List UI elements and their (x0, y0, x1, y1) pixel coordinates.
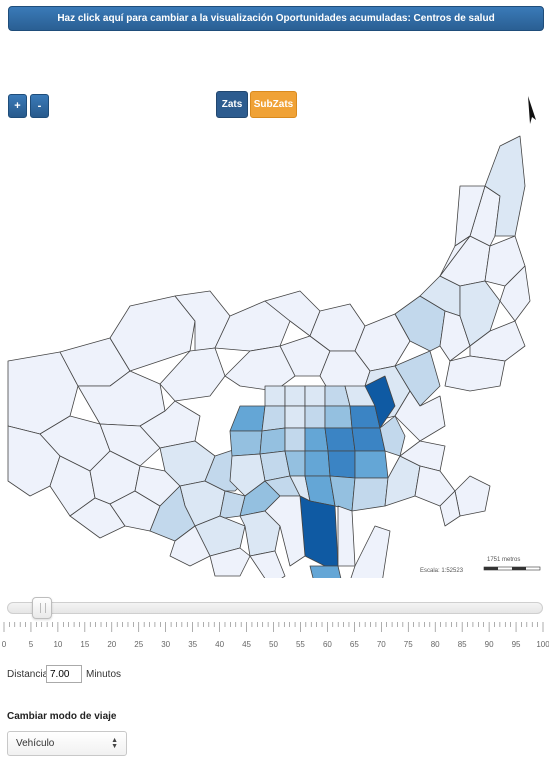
distance-input[interactable] (46, 665, 82, 683)
select-arrows-icon: ▲ ▼ (111, 736, 118, 750)
slider-tick-label: 20 (107, 640, 116, 649)
zats-layer-button[interactable]: Zats (216, 91, 248, 118)
distance-slider-handle[interactable] (31, 597, 52, 619)
map-region[interactable] (324, 405, 353, 429)
zoom-in-button[interactable]: + (8, 94, 27, 118)
slider-tick-label: 95 (512, 640, 521, 649)
slider-ticks: 0 5 10 15 20 25 30 35 40 45 50 55 60 65 70 75 80 85 90 95 10… (2, 622, 549, 649)
slider-tick-label: 50 (269, 640, 278, 649)
map-region[interactable] (499, 265, 531, 322)
map-region[interactable] (324, 427, 356, 452)
travel-mode-select[interactable]: Vehículo ▲ ▼ (7, 731, 127, 756)
map-region[interactable] (299, 495, 339, 567)
north-arrow-icon (528, 96, 536, 124)
slider-tick-label: 0 (2, 640, 7, 649)
toggle-visualization-button[interactable]: Haz click aquí para cambiar a la visuali… (8, 6, 544, 31)
map-region[interactable] (351, 427, 386, 452)
map-region[interactable] (249, 550, 286, 578)
map-region[interactable] (327, 450, 356, 479)
slider-tick-label: 65 (350, 640, 359, 649)
map-region[interactable] (264, 495, 306, 567)
map-region[interactable] (219, 490, 246, 519)
map-region[interactable] (354, 450, 389, 479)
travel-mode-label: Cambiar modo de viaje (7, 711, 117, 722)
map-region[interactable] (337, 505, 356, 567)
map-region[interactable] (439, 235, 471, 277)
map-region[interactable] (444, 355, 506, 392)
map-region[interactable] (229, 430, 263, 457)
slider-tick-label: 55 (296, 640, 305, 649)
map-region[interactable] (394, 350, 441, 407)
zoom-out-button[interactable]: - (30, 94, 49, 118)
choropleth-map[interactable] (0, 86, 549, 578)
travel-mode-value: Vehículo (16, 738, 55, 749)
map-region[interactable] (304, 385, 326, 407)
scale-label: 1751 metros (487, 557, 521, 563)
slider-tick-label: 75 (404, 640, 413, 649)
map-region[interactable] (264, 385, 286, 407)
map-region[interactable] (304, 405, 326, 429)
slider-tick-label: 60 (323, 640, 332, 649)
map-region[interactable] (169, 525, 211, 567)
slider-tick-label: 35 (188, 640, 197, 649)
scale-bar (483, 566, 541, 571)
map-region[interactable] (284, 385, 306, 407)
map-region[interactable] (484, 135, 526, 237)
map-region[interactable] (439, 490, 461, 527)
map-region[interactable] (259, 427, 286, 455)
slider-tick-label: 80 (431, 640, 440, 649)
map-region[interactable] (284, 427, 306, 452)
slider-tick-label: 10 (53, 640, 62, 649)
map-region[interactable] (399, 440, 446, 472)
map-region[interactable] (229, 405, 266, 432)
slider-tick-label: 100 (536, 640, 549, 649)
map-region[interactable] (304, 450, 331, 477)
subzats-layer-button[interactable]: SubZats (250, 91, 297, 118)
distance-slider-track[interactable] (7, 602, 543, 614)
slider-tick-label: 90 (485, 640, 494, 649)
map-region[interactable] (261, 405, 286, 432)
map-region[interactable] (284, 405, 306, 429)
map-region[interactable] (209, 547, 251, 577)
map-region[interactable] (351, 477, 389, 512)
distance-unit: Minutos (86, 669, 122, 680)
map-region[interactable] (99, 423, 161, 467)
scale-ratio: Escala: 1:52523 (420, 568, 464, 574)
slider-tick-label: 70 (377, 640, 386, 649)
slider-tick-label: 30 (161, 640, 170, 649)
map-region[interactable] (454, 475, 491, 517)
slider-tick-label: 5 (29, 640, 34, 649)
slider-tick-label: 15 (80, 640, 89, 649)
map-region[interactable] (379, 415, 406, 457)
map-region[interactable] (345, 525, 391, 578)
slider-tick-label: 85 (458, 640, 467, 649)
slider-tick-label: 40 (215, 640, 224, 649)
slider-tick-label: 25 (134, 640, 143, 649)
map-region[interactable] (364, 375, 396, 429)
map-region[interactable] (309, 565, 360, 578)
map-region[interactable] (304, 427, 329, 452)
slider-tick-label: 45 (242, 640, 251, 649)
distance-label: Distancia: (7, 669, 51, 680)
